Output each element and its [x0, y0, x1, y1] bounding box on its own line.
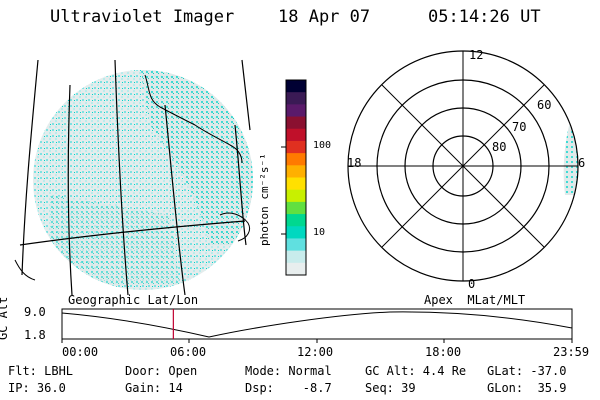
coastline: [219, 212, 251, 242]
colorbar-band: [286, 189, 306, 203]
polar-diagonal: [381, 84, 545, 248]
x-tick-0000: 00:00: [62, 345, 99, 359]
lat-label-70: 70: [512, 120, 527, 134]
lon-line: [234, 124, 247, 246]
lat-line: [19, 220, 246, 246]
x-tick-2359: 23:59: [553, 345, 590, 359]
color-bar: [281, 79, 307, 276]
seq-info: Seq: 39: [365, 381, 416, 395]
mlt-label-18: 18: [347, 156, 362, 170]
instrument-title: Ultraviolet Imager: [50, 7, 235, 27]
colorbar-band: [286, 214, 306, 227]
colorbar-band: [286, 201, 306, 215]
mlt-label-12: 12: [469, 48, 484, 62]
mlt-label-0: 0: [468, 277, 476, 291]
time-label: 05:14:26 UT: [428, 7, 541, 27]
altitude-timeline: [61, 308, 573, 343]
colorbar-band: [286, 92, 306, 105]
colorbar-band: [286, 128, 306, 142]
mode-info: Mode: Normal: [245, 364, 332, 378]
colorbar-band: [286, 153, 306, 166]
lon-line: [114, 59, 129, 295]
mlt-label-6: 6: [578, 156, 586, 170]
y-axis-label: GC Alt: [0, 296, 10, 340]
colorbar-band: [286, 250, 306, 264]
colorbar-tick-10: 10: [313, 227, 326, 238]
lon-line: [241, 59, 251, 131]
lon-line: [67, 84, 73, 295]
date-label: 18 Apr 07: [278, 7, 371, 27]
geographic-label: Geographic Lat/Lon: [68, 293, 199, 307]
colorbar-band: [286, 165, 306, 178]
geographic-image: [14, 59, 253, 295]
x-tick-1200: 12:00: [297, 345, 334, 359]
polar-plot: [347, 50, 579, 282]
colorbar-band: [286, 80, 306, 93]
altitude-curve: [61, 311, 573, 338]
lon-line: [21, 59, 39, 276]
y-max-label: 9.0: [24, 305, 46, 319]
lat-label-80: 80: [492, 140, 507, 154]
colorbar-band: [286, 140, 306, 154]
colorbar-band: [286, 226, 306, 239]
x-tick-0600: 06:00: [170, 345, 207, 359]
dsp-info: Dsp: -8.7: [245, 381, 332, 395]
colorbar-band: [286, 262, 306, 276]
glon-info: GLon: 35.9: [487, 381, 567, 395]
colorbar-band: [286, 104, 306, 118]
lon-line: [164, 104, 186, 295]
filter-info: Flt: LBHL: [8, 364, 74, 378]
coastline: [144, 74, 243, 164]
colorbar-band: [286, 116, 306, 130]
colorbar-tick-100: 100: [313, 140, 332, 151]
gain-info: Gain: 14: [125, 381, 183, 395]
glat-info: GLat: -37.0: [487, 364, 567, 378]
gc-alt-info: GC Alt: 4.4 Re: [365, 364, 467, 378]
ip-info: IP: 36.0: [8, 381, 66, 395]
colorbar-band: [286, 238, 306, 252]
coastline: [14, 259, 36, 281]
lat-label-60: 60: [537, 98, 552, 112]
y-min-label: 1.8: [24, 328, 46, 342]
colorbar-label: photon cm⁻²s⁻¹: [258, 153, 271, 246]
apex-label: Apex MLat/MLT: [424, 293, 526, 307]
door-info: Door: Open: [125, 364, 198, 378]
colorbar-band: [286, 177, 306, 191]
x-tick-1800: 18:00: [425, 345, 462, 359]
